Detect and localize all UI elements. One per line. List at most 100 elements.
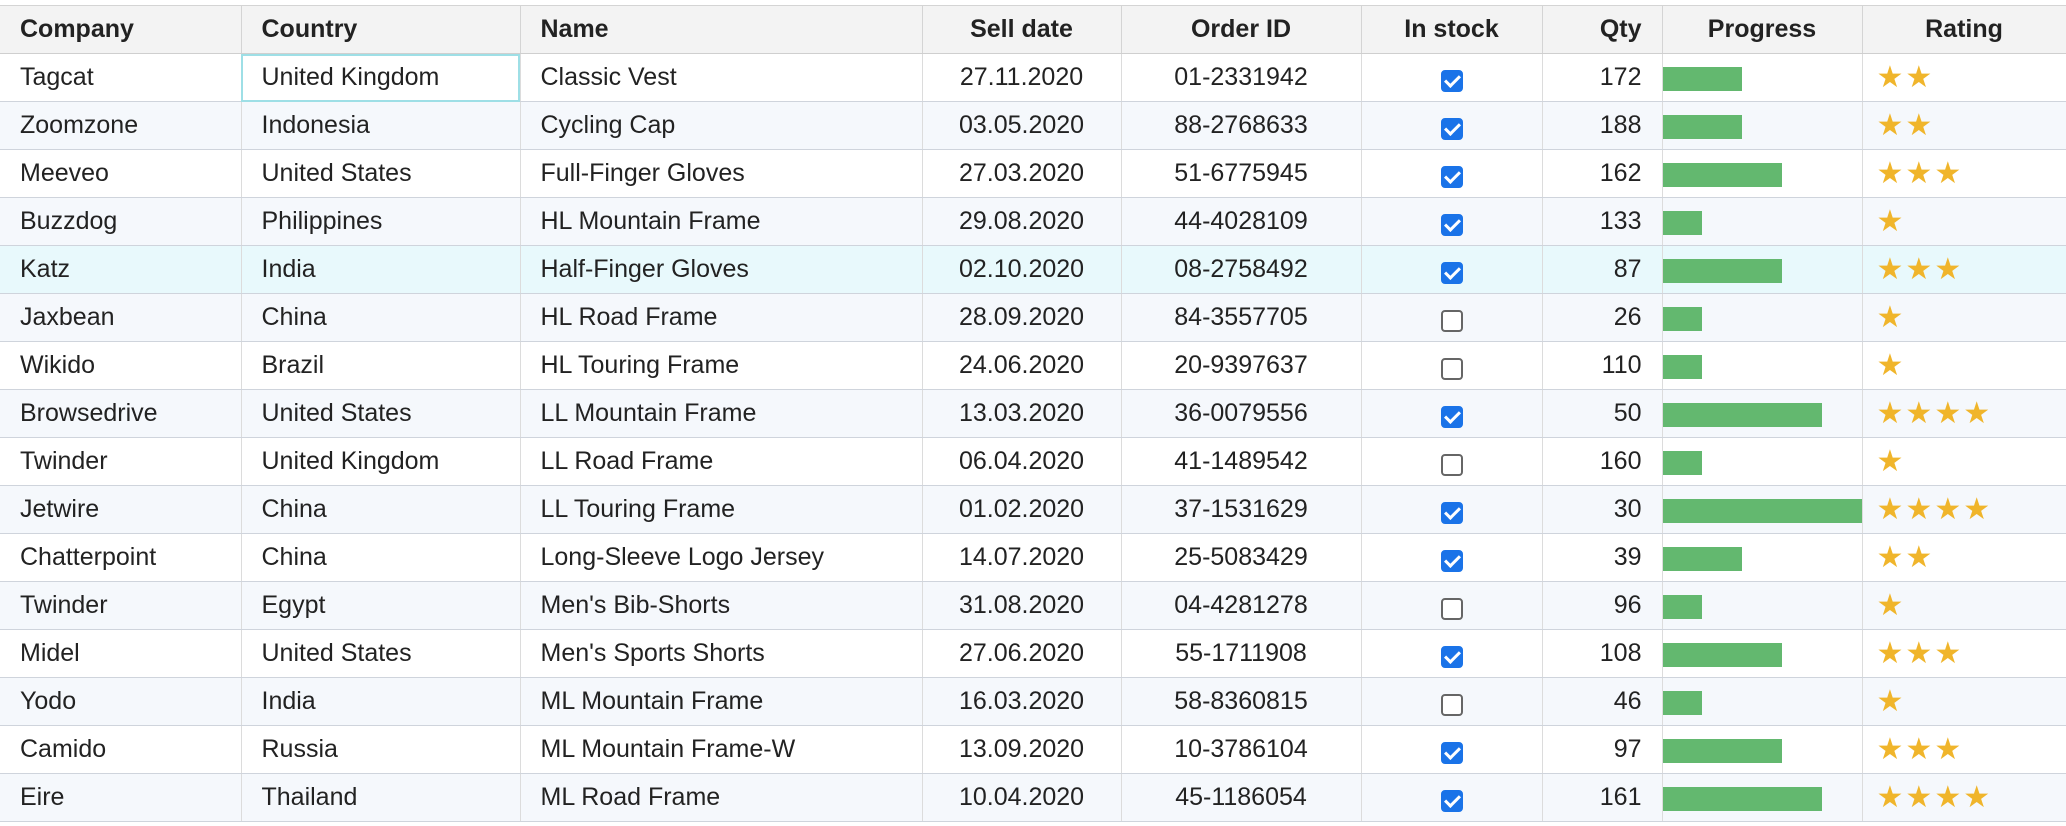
cell-name[interactable]: Cycling Cap [520,101,923,150]
cell-qty[interactable]: 188 [1542,101,1663,150]
cell-name[interactable]: ML Mountain Frame-W [520,725,923,774]
cell-company[interactable]: Midel [0,629,242,678]
column-header-in-stock[interactable]: In stock [1361,5,1543,54]
cell-sell-date[interactable]: 01.02.2020 [922,485,1122,534]
table-row[interactable]: Jaxbean China HL Road Frame 28.09.2020 84-35… [0,293,2066,342]
column-header-name[interactable]: Name [520,5,923,54]
cell-name[interactable]: ML Road Frame [520,773,923,822]
cell-country[interactable]: Thailand [241,773,521,822]
cell-country[interactable]: India [241,245,521,294]
table-row[interactable]: Tagcat United Kingdom Classic Vest 27.11.20… [0,53,2066,102]
cell-company[interactable]: Wikido [0,341,242,390]
cell-company[interactable]: Browsedrive [0,389,242,438]
cell-order-id[interactable]: 25-5083429 [1121,533,1362,582]
in-stock-checkbox-icon[interactable] [1440,742,1463,765]
column-header-rating[interactable]: Rating [1862,5,2066,54]
cell-order-id[interactable]: 10-3786104 [1121,725,1362,774]
in-stock-checkbox-icon[interactable] [1440,214,1463,237]
cell-order-id[interactable]: 44-4028109 [1121,197,1362,246]
cell-qty[interactable]: 172 [1542,53,1663,102]
cell-qty[interactable]: 110 [1542,341,1663,390]
cell-name[interactable]: Men's Sports Shorts [520,629,923,678]
table-row[interactable]: Chatterpoint China Long-Sleeve Logo Jersey… [0,533,2066,582]
in-stock-checkbox-icon[interactable] [1440,70,1463,93]
table-row[interactable]: Twinder United Kingdom LL Road Frame 06.04.… [0,437,2066,486]
cell-qty[interactable]: 108 [1542,629,1663,678]
table-row[interactable]: Midel United States Men's Sports Shorts 27.… [0,629,2066,678]
table-row[interactable]: Wikido Brazil HL Touring Frame 24.06.2020 20… [0,341,2066,390]
table-row[interactable]: Zoomzone Indonesia Cycling Cap 03.05.2020 88… [0,101,2066,150]
cell-sell-date[interactable]: 27.03.2020 [922,149,1122,198]
table-row[interactable]: Katz India Half-Finger Gloves 02.10.2020 08-… [0,245,2066,294]
in-stock-checkbox-icon[interactable] [1440,118,1463,141]
in-stock-checkbox-icon[interactable] [1440,406,1463,429]
table-row[interactable]: Camido Russia ML Mountain Frame-W 13.09.202… [0,725,2066,774]
cell-country[interactable]: China [241,533,521,582]
cell-order-id[interactable]: 04-4281278 [1121,581,1362,630]
table-row[interactable]: Meeveo United States Full-Finger Gloves 27.… [0,149,2066,198]
in-stock-checkbox-icon[interactable] [1440,502,1463,525]
cell-qty[interactable]: 96 [1542,581,1663,630]
cell-country[interactable]: United Kingdom [241,437,521,486]
cell-country[interactable]: Indonesia [241,101,521,150]
cell-qty[interactable]: 162 [1542,149,1663,198]
cell-order-id[interactable]: 41-1489542 [1121,437,1362,486]
table-row[interactable]: Buzzdog Philippines HL Mountain Frame 29.08… [0,197,2066,246]
table-row[interactable]: Browsedrive United States LL Mountain Fram… [0,389,2066,438]
in-stock-checkbox-icon[interactable] [1440,598,1463,621]
cell-name[interactable]: Half-Finger Gloves [520,245,923,294]
cell-company[interactable]: Eire [0,773,242,822]
cell-country[interactable]: United States [241,629,521,678]
cell-order-id[interactable]: 55-1711908 [1121,629,1362,678]
cell-sell-date[interactable]: 02.10.2020 [922,245,1122,294]
cell-name[interactable]: ML Mountain Frame [520,677,923,726]
cell-name[interactable]: Men's Bib-Shorts [520,581,923,630]
cell-country[interactable]: India [241,677,521,726]
column-header-company[interactable]: Company [0,5,242,54]
cell-sell-date[interactable]: 13.03.2020 [922,389,1122,438]
cell-order-id[interactable]: 08-2758492 [1121,245,1362,294]
cell-name[interactable]: LL Mountain Frame [520,389,923,438]
cell-sell-date[interactable]: 13.09.2020 [922,725,1122,774]
column-header-progress[interactable]: Progress [1662,5,1863,54]
in-stock-checkbox-icon[interactable] [1440,358,1463,381]
column-header-sell-date[interactable]: Sell date [922,5,1122,54]
cell-order-id[interactable]: 84-3557705 [1121,293,1362,342]
cell-company[interactable]: Yodo [0,677,242,726]
table-row[interactable]: Eire Thailand ML Road Frame 10.04.2020 45-11… [0,773,2066,822]
cell-order-id[interactable]: 88-2768633 [1121,101,1362,150]
cell-company[interactable]: Twinder [0,437,242,486]
column-header-qty[interactable]: Qty [1542,5,1663,54]
cell-qty[interactable]: 161 [1542,773,1663,822]
cell-company[interactable]: Buzzdog [0,197,242,246]
in-stock-checkbox-icon[interactable] [1440,790,1463,813]
cell-company[interactable]: Zoomzone [0,101,242,150]
cell-name[interactable]: LL Touring Frame [520,485,923,534]
in-stock-checkbox-icon[interactable] [1440,310,1463,333]
cell-qty[interactable]: 87 [1542,245,1663,294]
cell-qty[interactable]: 133 [1542,197,1663,246]
cell-company[interactable]: Camido [0,725,242,774]
cell-company[interactable]: Meeveo [0,149,242,198]
cell-country[interactable]: Egypt [241,581,521,630]
column-header-country[interactable]: Country [241,5,521,54]
cell-order-id[interactable]: 51-6775945 [1121,149,1362,198]
cell-country[interactable]: United States [241,149,521,198]
cell-qty[interactable]: 160 [1542,437,1663,486]
cell-company[interactable]: Jetwire [0,485,242,534]
cell-company[interactable]: Chatterpoint [0,533,242,582]
in-stock-checkbox-icon[interactable] [1440,550,1463,573]
cell-sell-date[interactable]: 29.08.2020 [922,197,1122,246]
cell-country[interactable]: China [241,293,521,342]
cell-name[interactable]: HL Road Frame [520,293,923,342]
in-stock-checkbox-icon[interactable] [1440,646,1463,669]
in-stock-checkbox-icon[interactable] [1440,454,1463,477]
cell-order-id[interactable]: 36-0079556 [1121,389,1362,438]
cell-country[interactable]: China [241,485,521,534]
in-stock-checkbox-icon[interactable] [1440,262,1463,285]
cell-sell-date[interactable]: 27.06.2020 [922,629,1122,678]
cell-name[interactable]: Long-Sleeve Logo Jersey [520,533,923,582]
cell-country[interactable]: United States [241,389,521,438]
cell-qty[interactable]: 26 [1542,293,1663,342]
cell-order-id[interactable]: 37-1531629 [1121,485,1362,534]
